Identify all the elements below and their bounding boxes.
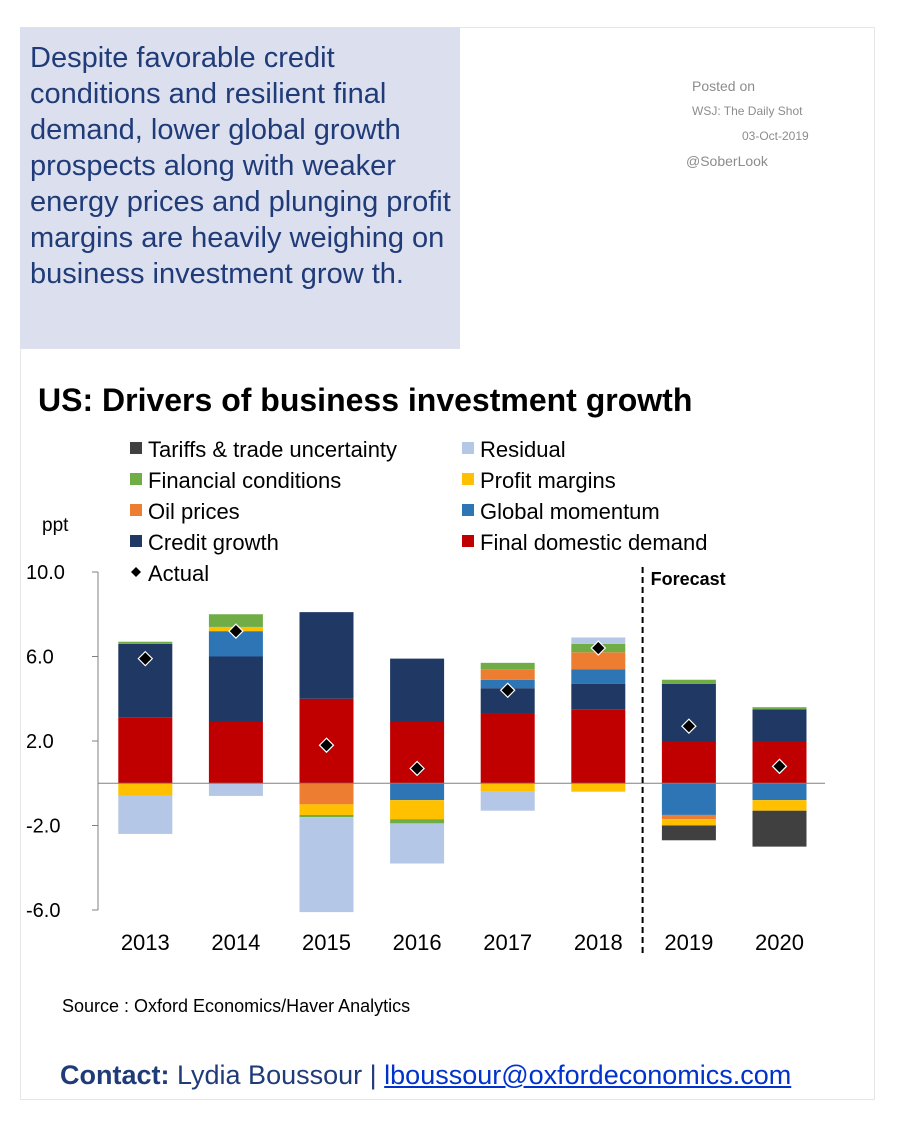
posted-handle: @SoberLook xyxy=(686,153,768,169)
bar-segment-financial-conditions xyxy=(390,819,445,824)
bar-segment-profit-margins xyxy=(480,783,535,792)
y-tick-label: 10.0 xyxy=(26,562,65,584)
actual-marker xyxy=(137,650,154,667)
legend-global-momentum-label: Global momentum xyxy=(480,499,660,524)
x-tick-label: 2014 xyxy=(211,930,260,955)
posted-source: WSJ: The Daily Shot xyxy=(692,104,803,118)
bar-segment-profit-margins xyxy=(299,804,354,815)
bar-segment-financial-conditions xyxy=(480,662,535,670)
actual-marker xyxy=(499,682,516,699)
y-axis-label: ppt xyxy=(42,515,69,536)
x-tick-label: 2018 xyxy=(574,930,623,955)
x-tick-label: 2020 xyxy=(755,930,804,955)
bar-segment-credit-growth xyxy=(299,612,354,699)
legend-actual-marker xyxy=(131,567,141,577)
legend-financial-conditions-swatch xyxy=(130,473,142,485)
bar-segment-profit-margins xyxy=(571,783,626,792)
actual-marker xyxy=(318,737,335,754)
legend-global-momentum-swatch xyxy=(462,504,474,516)
bar-segment-credit-growth xyxy=(752,709,807,741)
headline-box xyxy=(20,27,460,349)
legend-oil-prices-label: Oil prices xyxy=(148,499,240,524)
bar-segment-financial-conditions xyxy=(118,641,173,644)
legend-oil-prices-swatch xyxy=(130,504,142,516)
bar-segment-residual xyxy=(208,783,263,796)
bar-segment-residual xyxy=(390,823,445,864)
source-note: Source : Oxford Economics/Haver Analytic… xyxy=(62,996,411,1016)
bar-segment-profit-margins xyxy=(661,819,716,826)
legend-financial-conditions-label: Financial conditions xyxy=(148,468,341,493)
bar-segment-residual xyxy=(299,817,354,913)
legend-profit-margins-label: Profit margins xyxy=(480,468,616,493)
bar-segment-residual xyxy=(480,791,535,811)
bar-segment-financial-conditions xyxy=(661,679,716,684)
actual-marker xyxy=(590,640,607,656)
bar-segment-residual xyxy=(118,795,173,834)
bar-segment-oil-prices xyxy=(571,652,626,670)
legend-tariffs-trade-uncertainty-swatch xyxy=(130,442,142,454)
bar-segment-tariffs-trade-uncertainty xyxy=(752,810,807,847)
bar-segment-financial-conditions xyxy=(208,614,263,627)
y-tick-label: 2.0 xyxy=(26,731,54,753)
x-tick-label: 2015 xyxy=(302,930,351,955)
x-tick-label: 2013 xyxy=(121,930,170,955)
bar-segment-tariffs-trade-uncertainty xyxy=(661,825,716,841)
legend-actual-label: Actual xyxy=(148,561,209,586)
bar-segment-global-momentum xyxy=(752,783,807,801)
actual-marker xyxy=(771,758,788,775)
legend-final-domestic-demand-swatch xyxy=(462,535,474,547)
contact-label: Contact: xyxy=(60,1060,170,1090)
bar-segment-oil-prices xyxy=(480,669,535,680)
legend-residual-swatch xyxy=(462,442,474,454)
x-tick-label: 2017 xyxy=(483,930,532,955)
bar-segment-final-domestic-demand xyxy=(118,717,173,784)
posted-date: 03-Oct-2019 xyxy=(742,129,809,143)
x-tick-label: 2016 xyxy=(393,930,442,955)
y-tick-label: -2.0 xyxy=(26,816,60,838)
bar-segment-profit-margins xyxy=(390,800,445,820)
bar-segment-financial-conditions xyxy=(299,814,354,818)
actual-marker xyxy=(409,760,425,777)
bar-segment-oil-prices xyxy=(299,783,354,805)
bar-segment-global-momentum xyxy=(661,783,716,815)
bar-segment-final-domestic-demand xyxy=(208,721,263,784)
posted-on-label: Posted on xyxy=(692,78,756,94)
x-tick-label: 2019 xyxy=(664,930,713,955)
bar-segment-oil-prices xyxy=(661,814,716,820)
legend-final-domestic-demand-label: Final domestic demand xyxy=(480,530,707,555)
legend-residual-label: Residual xyxy=(480,437,566,462)
contact-line: Contact: Lydia Boussour | lboussour@oxfo… xyxy=(60,1060,791,1091)
bar-segment-final-domestic-demand xyxy=(661,741,716,784)
legend-credit-growth-label: Credit growth xyxy=(148,530,279,555)
legend-credit-growth-swatch xyxy=(130,535,142,547)
bar-segment-global-momentum xyxy=(390,783,445,801)
contact-name: Lydia Boussour | xyxy=(177,1060,377,1090)
y-tick-label: -6.0 xyxy=(26,900,60,922)
bar-segment-financial-conditions xyxy=(752,707,807,710)
bar-segment-final-domestic-demand xyxy=(571,709,626,784)
bar-segment-profit-margins xyxy=(118,783,173,796)
bar-segment-global-momentum xyxy=(571,669,626,684)
bar-segment-credit-growth xyxy=(390,658,445,722)
headline-text: Despite favorable credit conditions and … xyxy=(30,42,451,290)
bar-segment-final-domestic-demand xyxy=(480,713,535,784)
posted-info: Posted on WSJ: The Daily Shot 03-Oct-201… xyxy=(680,74,840,174)
forecast-label: Forecast xyxy=(651,569,726,589)
y-tick-label: 6.0 xyxy=(26,647,54,669)
legend-tariffs-trade-uncertainty-label: Tariffs & trade uncertainty xyxy=(148,437,397,462)
contact-email-link[interactable]: lboussour@oxfordeconomics.com xyxy=(384,1060,792,1090)
bar-segment-profit-margins xyxy=(752,800,807,811)
actual-marker xyxy=(228,623,244,639)
bar-segment-credit-growth xyxy=(208,656,263,722)
actual-marker xyxy=(681,718,697,735)
legend-profit-margins-swatch xyxy=(462,473,474,485)
bar-segment-credit-growth xyxy=(571,683,626,710)
chart-svg: ppt 10.0 6.0 2.0 -2.0 -6.0 2013 2014 2015 2016 201… xyxy=(26,437,825,955)
chart-title: US: Drivers of business investment growt… xyxy=(38,382,693,418)
